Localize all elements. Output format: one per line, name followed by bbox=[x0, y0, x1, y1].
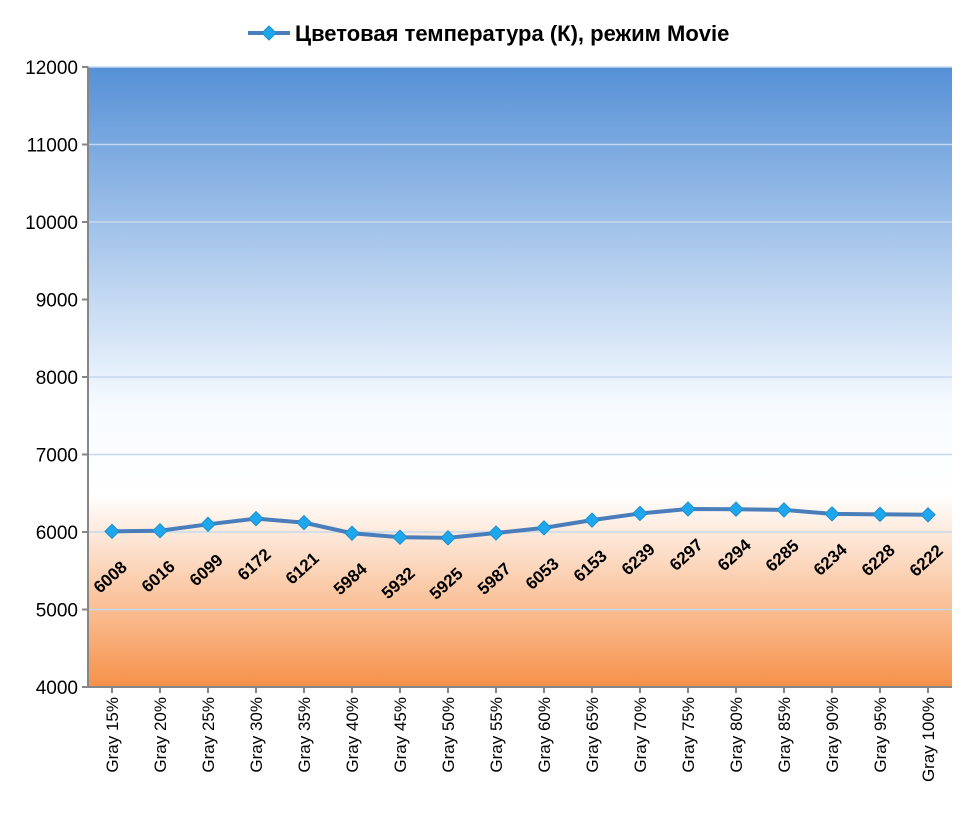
x-tick-label: Gray 60% bbox=[535, 697, 554, 773]
data-point-marker bbox=[440, 530, 456, 546]
data-point-marker bbox=[824, 506, 840, 522]
x-tick-label: Gray 25% bbox=[199, 697, 218, 773]
y-tick-label: 9000 bbox=[36, 291, 78, 312]
x-tick-label: Gray 85% bbox=[775, 697, 794, 773]
y-tick-label: 7000 bbox=[36, 446, 78, 467]
series-line bbox=[111, 506, 929, 540]
data-point-marker bbox=[392, 529, 408, 546]
data-point-marker bbox=[152, 522, 168, 539]
data-point-marker bbox=[296, 514, 312, 531]
data-point-marker bbox=[488, 525, 504, 541]
data-point-marker bbox=[536, 520, 552, 536]
data-point-marker bbox=[680, 501, 696, 517]
x-tick-label: Gray 20% bbox=[151, 697, 170, 773]
x-tick-label: Gray 40% bbox=[343, 697, 362, 773]
x-tick-label: Gray 75% bbox=[679, 697, 698, 773]
x-tick-label: Gray 35% bbox=[295, 697, 314, 773]
x-tick-label: Gray 50% bbox=[439, 697, 458, 773]
x-tick-label: Gray 80% bbox=[727, 697, 746, 773]
y-tick-label: 10000 bbox=[25, 213, 78, 234]
y-tick-label: 5000 bbox=[36, 601, 78, 622]
y-tick-label: 4000 bbox=[36, 678, 78, 699]
data-point-marker bbox=[344, 525, 360, 542]
data-point-marker bbox=[872, 506, 888, 523]
x-tick-label: Gray 55% bbox=[487, 697, 506, 773]
x-tick-label: Gray 100% bbox=[919, 697, 938, 782]
data-point-marker bbox=[200, 516, 216, 533]
chart-title: Цветовая температура (К), режим Movie bbox=[295, 21, 729, 46]
x-tick-label: Gray 45% bbox=[391, 697, 410, 773]
y-tick-label: 11000 bbox=[27, 136, 78, 157]
legend: Цветовая температура (К), режим Movie bbox=[248, 21, 729, 46]
data-point-marker bbox=[728, 501, 744, 517]
x-tick-label: Gray 15% bbox=[103, 697, 122, 773]
x-tick-label: Gray 95% bbox=[871, 697, 890, 773]
x-tick-label: Gray 30% bbox=[247, 697, 266, 773]
y-tick-label: 6000 bbox=[36, 523, 78, 544]
x-tick-label: Gray 70% bbox=[631, 697, 650, 773]
data-point-marker bbox=[584, 512, 600, 528]
data-point-marker bbox=[920, 507, 936, 523]
y-tick-label: 8000 bbox=[36, 368, 78, 389]
data-point-marker bbox=[776, 502, 792, 518]
data-point-marker bbox=[632, 505, 648, 522]
x-tick-label: Gray 65% bbox=[583, 697, 602, 773]
y-tick-label: 12000 bbox=[25, 58, 78, 79]
x-tick-label: Gray 90% bbox=[823, 697, 842, 773]
data-point-marker bbox=[248, 510, 264, 527]
data-point-marker bbox=[104, 523, 120, 540]
legend-marker bbox=[261, 25, 277, 41]
